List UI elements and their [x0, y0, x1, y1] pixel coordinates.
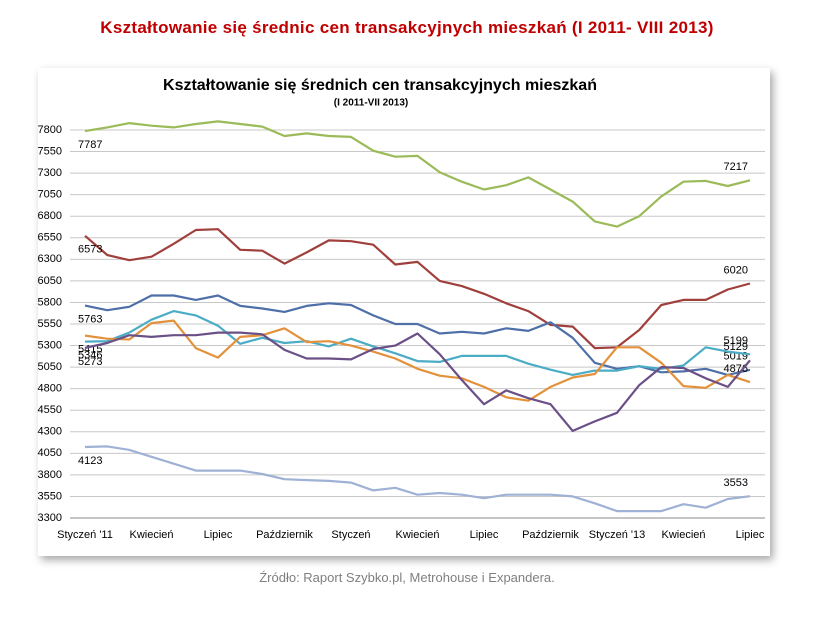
series-line [84, 445, 751, 513]
data-label: 4123 [78, 455, 102, 467]
x-tick-label: Październik [256, 529, 313, 541]
y-tick-label: 4800 [38, 383, 62, 395]
x-tick-label: Kwiecień [129, 529, 173, 541]
y-tick-label: 5550 [38, 318, 62, 330]
y-tick-label: 7800 [38, 124, 62, 136]
y-tick-label: 3800 [38, 469, 62, 481]
page-title: Kształtowanie się średnic cen transakcyj… [100, 18, 714, 37]
data-label: 5415 [78, 344, 102, 356]
series-line [84, 120, 751, 228]
y-tick-label: 4550 [38, 404, 62, 416]
data-label: 5346 [78, 349, 102, 361]
x-tick-label: Kwiecień [661, 529, 705, 541]
y-tick-label: 6050 [38, 275, 62, 287]
data-label: 5273 [78, 356, 102, 368]
series-line [84, 228, 751, 350]
x-tick-label: Lipiec [204, 529, 233, 541]
y-tick-label: 4050 [38, 447, 62, 459]
data-label: 5199 [724, 335, 748, 347]
data-label: 3553 [724, 477, 748, 489]
y-tick-label: 7550 [38, 145, 62, 157]
source-note: Źródło: Raport Szybko.pl, Metrohouse i E… [259, 570, 555, 585]
series-line [84, 310, 751, 376]
x-tick-label: Styczeń '13 [589, 529, 646, 541]
x-tick-label: Kwiecień [395, 529, 439, 541]
data-label: 5763 [78, 314, 102, 326]
data-label: 5129 [724, 341, 748, 353]
x-tick-label: Lipiec [470, 529, 499, 541]
y-tick-label: 5050 [38, 361, 62, 373]
data-label: 4876 [724, 363, 748, 375]
series-line [84, 331, 751, 432]
x-tick-label: Lipiec [736, 529, 765, 541]
data-label: 7787 [78, 139, 102, 151]
y-tick-label: 6800 [38, 210, 62, 222]
y-tick-label: 7050 [38, 189, 62, 201]
y-tick-label: 5300 [38, 339, 62, 351]
chart-title: Kształtowanie się średnich cen transakcy… [163, 77, 597, 94]
y-tick-label: 3300 [38, 512, 62, 524]
y-tick-label: 6550 [38, 232, 62, 244]
chart-subtitle: (I 2011-VII 2013) [334, 98, 409, 109]
x-tick-label: Październik [522, 529, 579, 541]
x-tick-label: Styczeń [331, 529, 370, 541]
data-label: 7217 [724, 161, 748, 173]
data-label: 6020 [724, 264, 748, 276]
series-line [84, 319, 751, 402]
y-tick-label: 5800 [38, 296, 62, 308]
x-tick-label: Styczeń '11 [57, 529, 113, 541]
data-label: 6573 [78, 244, 102, 256]
y-tick-label: 4300 [38, 426, 62, 438]
y-tick-label: 7300 [38, 167, 62, 179]
y-tick-label: 3550 [38, 490, 62, 502]
y-tick-label: 6300 [38, 253, 62, 265]
